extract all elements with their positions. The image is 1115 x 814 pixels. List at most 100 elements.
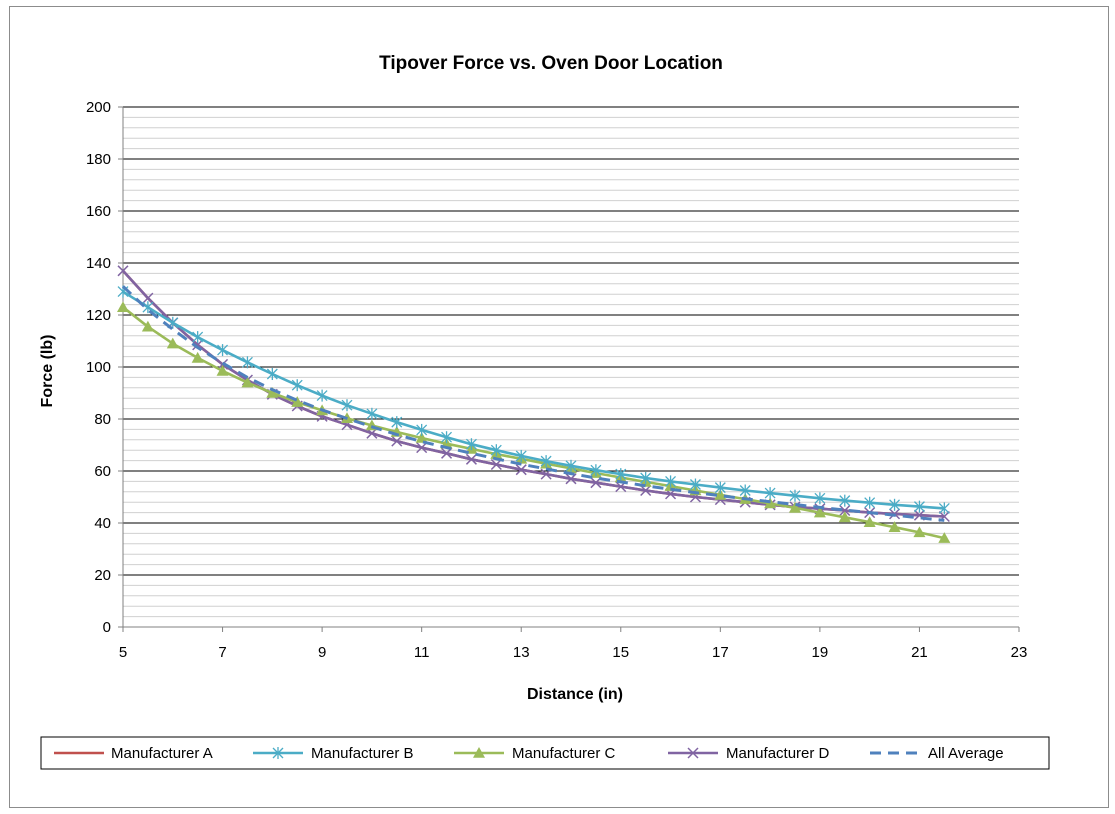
asterisk-marker [391,416,403,429]
triangle-marker [888,521,901,532]
x-marker [839,504,851,517]
series-line-all-average [121,285,945,522]
x-axis-title: Distance (in) [527,686,623,703]
x-marker [416,442,428,454]
triangle-marker [216,364,229,376]
asterisk-marker [814,492,826,505]
x-tick-label: 7 [218,644,226,661]
triangle-marker [714,488,727,500]
y-tick-label: 100 [86,359,111,376]
y-tick-label: 140 [86,255,111,272]
asterisk-marker [192,331,204,344]
asterisk-marker [615,468,627,481]
asterisk-marker [291,379,303,392]
asterisk-marker [316,389,328,402]
x-marker [687,747,699,759]
asterisk-marker [938,502,950,515]
series-line-manufacturer-b [122,290,945,510]
asterisk-marker [864,496,876,509]
asterisk-marker [366,407,378,420]
series-line-manufacturer-c [122,306,945,540]
x-marker [441,447,453,459]
y-tick-label: 20 [94,567,111,584]
asterisk-marker [739,484,751,497]
chart-frame: Tipover Force vs. Oven Door Location 5 7 9… [9,6,1109,808]
asterisk-marker [640,472,652,485]
y-tick-label: 80 [94,411,111,428]
x-marker [142,292,154,304]
major-gridlines [123,106,1019,576]
asterisk-marker [565,459,577,472]
triangle-marker [415,431,428,443]
x-marker [117,265,129,277]
asterisk-marker [913,500,925,513]
y-tick-label: 180 [86,151,111,168]
asterisk-marker [764,487,776,500]
asterisk-marker [416,423,428,436]
x-marker [565,473,577,485]
asterisk-marker [540,455,552,468]
axes [118,106,1020,632]
legend-entry-manufacturer-c: Manufacturer C [454,745,616,762]
asterisk-marker [714,481,726,494]
x-tick-label: 21 [911,644,928,661]
asterisk-marker [590,464,602,477]
x-marker [465,453,477,465]
y-tick-label: 160 [86,203,111,220]
x-tick-label: 15 [612,644,629,661]
series-line-manufacturer-d [122,269,945,518]
asterisk-marker [490,444,502,457]
asterisk-marker [266,368,278,381]
legend-label: Manufacturer C [512,745,616,762]
asterisk-marker [889,498,901,511]
y-tick-label: 40 [94,515,111,532]
x-tick-label: 5 [119,644,127,661]
x-marker [515,464,527,476]
x-tick-label: 13 [513,644,530,661]
x-marker [490,458,502,471]
asterisk-marker [665,475,677,488]
series-all-average [121,285,945,522]
x-marker [391,435,403,447]
y-tick-label: 60 [94,463,111,480]
series-manufacturer-b [117,285,950,515]
chart-title: Tipover Force vs. Oven Door Location [379,53,723,74]
y-tick-label: 120 [86,307,111,324]
legend: Manufacturer A Manufacturer B Manufacturer… [40,736,1050,770]
y-tick-label: 200 [86,99,111,116]
triangle-marker [938,532,951,543]
asterisk-marker [272,747,284,759]
asterisk-marker [465,438,477,451]
chart-svg: Tipover Force vs. Oven Door Location 5 7 9… [39,53,1050,770]
legend-entry-all-average: All Average [870,745,1004,762]
legend-entry-manufacturer-a: Manufacturer A [54,745,213,762]
triangle-marker [291,396,304,407]
triangle-marker [863,516,876,528]
triangle-marker [191,351,204,363]
series-line-manufacturer-a [122,269,945,518]
asterisk-marker [441,431,453,444]
triangle-marker [141,320,154,332]
y-tick-labels: 0 20 40 60 80 100 120 140 160 180 200 [86,99,111,636]
series-manufacturer-c [117,301,951,543]
legend-label: Manufacturer B [311,745,414,762]
triangle-marker [166,337,179,349]
triangle-marker [473,747,485,758]
asterisk-marker [789,489,801,502]
triangle-marker [241,376,254,388]
series-layer [117,265,951,543]
legend-label: Manufacturer A [111,745,213,762]
x-tick-label: 11 [414,644,430,661]
triangle-marker [813,506,826,518]
triangle-marker [266,387,279,398]
asterisk-marker [241,356,253,369]
x-tick-label: 23 [1011,644,1028,661]
asterisk-marker [689,478,701,491]
y-axis-title: Force (lb) [39,335,56,408]
asterisk-marker [515,449,527,462]
legend-entry-manufacturer-b: Manufacturer B [253,745,414,762]
y-tick-label: 0 [103,619,111,636]
triangle-marker [117,301,129,312]
legend-entry-manufacturer-d: Manufacturer D [668,745,830,762]
x-tick-labels: 5 7 9 11 13 15 17 19 21 23 [119,644,1028,661]
